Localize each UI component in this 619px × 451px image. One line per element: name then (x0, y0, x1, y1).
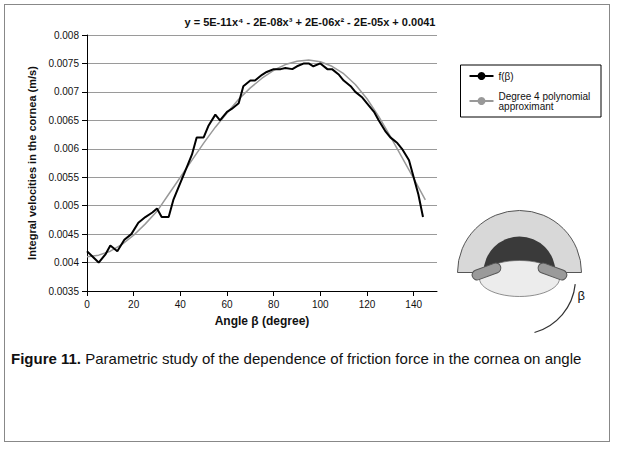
svg-text:0.007: 0.007 (54, 86, 79, 97)
svg-text:100: 100 (312, 299, 329, 310)
svg-text:approximant: approximant (499, 101, 554, 112)
svg-text:0.004: 0.004 (54, 257, 79, 268)
svg-text:Angle β (degree): Angle β (degree) (215, 314, 310, 328)
svg-text:0.006: 0.006 (54, 143, 79, 154)
svg-text:0.005: 0.005 (54, 200, 79, 211)
svg-text:0.0065: 0.0065 (48, 115, 79, 126)
svg-text:Degree 4 polynomial: Degree 4 polynomial (498, 90, 593, 102)
svg-text:y = 5E-11x⁴ - 2E-08x³ + 2E-06x: y = 5E-11x⁴ - 2E-08x³ + 2E-06x² - 2E-05x… (185, 16, 436, 28)
svg-text:0.008: 0.008 (54, 30, 79, 41)
svg-text:40: 40 (175, 299, 187, 310)
svg-text:20: 20 (128, 299, 140, 310)
svg-text:0.0075: 0.0075 (48, 58, 79, 69)
svg-text:0.0055: 0.0055 (48, 172, 79, 183)
svg-text:0.0035: 0.0035 (48, 286, 79, 297)
svg-text:β: β (578, 288, 585, 303)
svg-text:80: 80 (268, 299, 280, 310)
svg-text:Integral velocities in the cor: Integral velocities in the cornea (m/s) (26, 66, 38, 260)
svg-text:0: 0 (84, 299, 90, 310)
svg-text:120: 120 (359, 299, 376, 310)
svg-text:140: 140 (405, 299, 422, 310)
svg-text:60: 60 (221, 299, 233, 310)
svg-text:f(β): f(β) (499, 71, 514, 82)
svg-text:0.0045: 0.0045 (48, 229, 79, 240)
html-text:Figure 11. Parametric study of: Figure 11. Parametric study of the depen… (11, 350, 582, 367)
